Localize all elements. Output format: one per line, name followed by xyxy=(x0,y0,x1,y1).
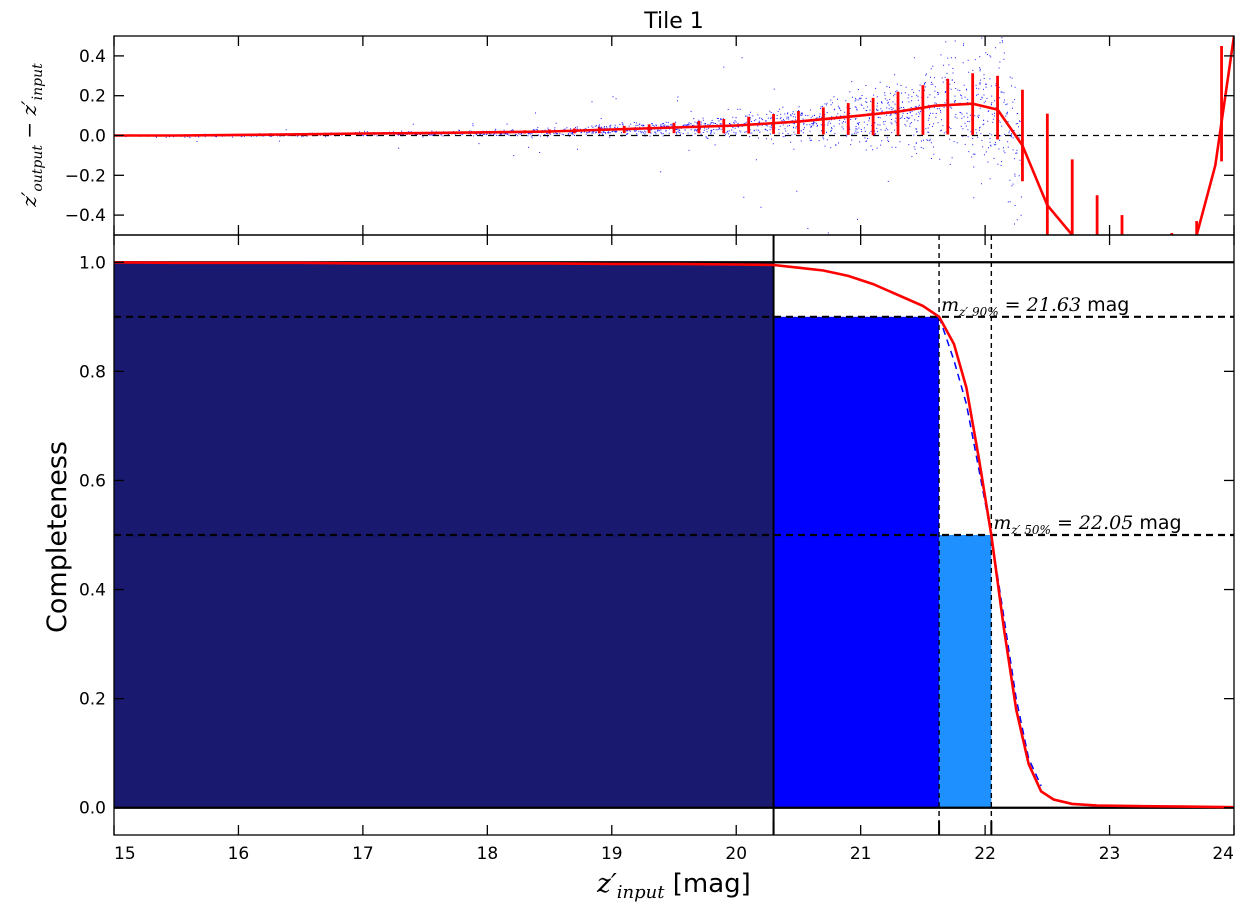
bottom-xtick-label-6: 21 xyxy=(850,844,872,864)
completeness-annotation-0: mz′ 90% = 21.63 mag xyxy=(941,294,1129,319)
bottom-xtick-label-2: 17 xyxy=(352,844,374,864)
y-label-operator: − z′ xyxy=(17,100,41,145)
chart-title: Tile 1 xyxy=(643,9,704,34)
median-residual-line-tail xyxy=(1195,36,1234,235)
annotation-value-1: = 22.05 xyxy=(1051,512,1133,534)
bottom-xtick-label-7: 22 xyxy=(974,844,996,864)
median-residual-line xyxy=(114,102,1074,235)
bottom-xtick-label-5: 20 xyxy=(725,844,747,864)
top-ytick-label-2: 0.0 xyxy=(79,127,106,147)
completeness-curve xyxy=(114,261,1234,809)
top-ytick-label-4: 0.4 xyxy=(79,47,106,67)
bottom-xtick-label-1: 16 xyxy=(228,844,250,864)
x-label-symbol: z′ xyxy=(596,869,617,899)
completeness-fit-curve xyxy=(938,316,1042,787)
annotation-unit-1: mag xyxy=(1133,512,1181,534)
top-ytick-label-0: −0.4 xyxy=(65,206,106,226)
completeness-curves xyxy=(114,261,1234,809)
bottom-xtick-label-8: 23 xyxy=(1099,844,1121,864)
x-label-unit: [mag] xyxy=(664,869,750,899)
annotation-unit-0: mag xyxy=(1081,294,1129,316)
bottom-xtick-label-4: 19 xyxy=(601,844,623,864)
completeness-bar-1 xyxy=(773,316,940,808)
completeness-bar-2 xyxy=(939,535,992,808)
completeness-reference-lines xyxy=(114,235,1234,835)
annotation-symbol-0: m xyxy=(941,294,959,316)
top-ytick-label-1: −0.2 xyxy=(65,166,106,186)
completeness-panel: 0.0 0.2 0.4 0.6 0.8 1.0 15 16 17 18 19 20 21 22 23 24 m… xyxy=(42,234,1235,903)
bottom-ytick-label-4: 0.8 xyxy=(79,362,106,382)
bottom-ytick-label-5: 1.0 xyxy=(79,253,106,273)
x-label-sub: input xyxy=(617,882,665,903)
bottom-ytick-label-0: 0.0 xyxy=(79,799,106,819)
completeness-annotation-1: mz′ 50% = 22.05 mag xyxy=(993,512,1181,537)
bottom-ytick-label-3: 0.6 xyxy=(79,471,106,491)
annotation-subscript-1: z′ 50% xyxy=(1010,523,1051,537)
bottom-xtick-label-0: 15 xyxy=(114,844,136,864)
completeness-y-axis-label: Completeness xyxy=(42,441,73,633)
y-label-sub-input: input xyxy=(30,63,46,100)
completeness-axis-ticks: 0.0 0.2 0.4 0.6 0.8 1.0 15 16 17 18 19 20 21 22 23 24 xyxy=(79,235,1235,864)
y-label-symbol: z′ xyxy=(17,191,41,208)
annotation-value-0: = 21.63 xyxy=(999,294,1081,316)
bottom-ytick-label-1: 0.2 xyxy=(79,690,106,710)
bottom-xtick-label-3: 18 xyxy=(477,844,499,864)
annotation-subscript-0: z′ 90% xyxy=(958,305,999,319)
bottom-ytick-label-2: 0.4 xyxy=(79,581,106,601)
residual-axis-ticks: −0.4 −0.2 0.0 0.2 0.4 xyxy=(65,36,1235,235)
completeness-x-axis-label: z′input [mag] xyxy=(596,869,751,903)
residual-points xyxy=(125,37,1024,234)
y-label-sub-output: output xyxy=(30,145,46,192)
annotation-symbol-1: m xyxy=(993,512,1011,534)
residual-marks xyxy=(114,36,1234,235)
residuals-panel: −0.4 −0.2 0.0 0.2 0.4 z′output − z′input xyxy=(17,35,1235,236)
completeness-panel-frame xyxy=(113,234,1235,836)
top-ytick-label-3: 0.2 xyxy=(79,87,106,107)
bottom-xtick-label-9: 24 xyxy=(1212,844,1234,864)
residuals-y-axis-label: z′output − z′input xyxy=(17,63,46,208)
residual-scatter-points xyxy=(125,37,1024,234)
